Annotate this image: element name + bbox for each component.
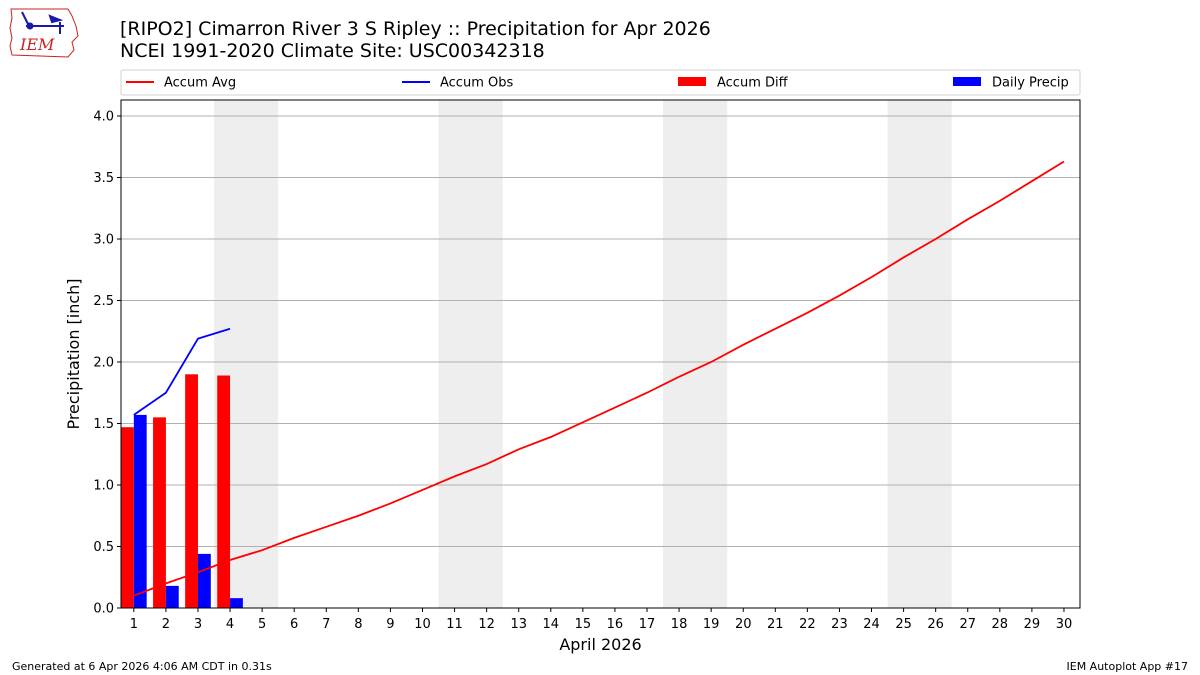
- x-tick-label: 5: [258, 617, 266, 632]
- legend-accum-avg-label: Accum Avg: [164, 76, 236, 91]
- weekend-band-4: [887, 100, 952, 608]
- x-tick-label: 30: [1056, 617, 1073, 632]
- legend-daily-precip-swatch: [953, 77, 981, 86]
- x-tick-label: 8: [354, 617, 362, 632]
- x-tick-label: 6: [290, 617, 298, 632]
- bar-daily-precip: [165, 585, 179, 608]
- x-tick-label: 3: [194, 617, 202, 632]
- chart-title: [RIPO2] Cimarron River 3 S Ripley :: Pre…: [120, 18, 711, 40]
- weather-instrument-icon: [21, 11, 64, 34]
- iowa-outline-icon: [9, 8, 79, 58]
- x-tick-label: 19: [703, 617, 720, 632]
- x-tick-label: 25: [895, 617, 912, 632]
- y-tick-label: 2.5: [93, 294, 114, 309]
- legend-accum-diff-swatch: [678, 77, 706, 86]
- x-tick-label: 7: [322, 617, 330, 632]
- plot-frame: [120, 99, 1081, 609]
- y-tick-label: 0.0: [93, 602, 114, 617]
- x-tick-label: 22: [799, 617, 816, 632]
- x-tick-label: 10: [414, 617, 431, 632]
- chart-subtitle: NCEI 1991-2020 Climate Site: USC00342318: [120, 40, 545, 62]
- y-tick-label: 4.0: [93, 109, 114, 124]
- x-tick-label: 12: [478, 617, 495, 632]
- x-tick-label: 26: [927, 617, 944, 632]
- weekend-band-3: [663, 100, 728, 608]
- x-tick-label: 4: [226, 617, 234, 632]
- legend-accum-diff-label: Accum Diff: [717, 76, 789, 91]
- bar-accum-diff: [185, 374, 198, 608]
- bar-daily-precip: [230, 598, 243, 608]
- legend-accum-obs-label: Accum Obs: [440, 76, 513, 91]
- logo: IEM: [9, 8, 79, 58]
- x-tick-label: 21: [767, 617, 784, 632]
- x-tick-label: 11: [446, 617, 463, 632]
- x-tick-label: 29: [1024, 617, 1041, 632]
- bar-accum-diff: [153, 417, 166, 608]
- legend-daily-precip-label: Daily Precip: [992, 76, 1069, 91]
- x-tick-label: 28: [992, 617, 1009, 632]
- footer-generated: Generated at 6 Apr 2026 4:06 AM CDT in 0…: [12, 660, 272, 673]
- bar-daily-precip: [133, 414, 147, 608]
- x-tick-label: 23: [831, 617, 848, 632]
- x-tick-label: 2: [162, 617, 170, 632]
- line-accum-avg: [133, 160, 1065, 597]
- logo-text: IEM: [19, 35, 55, 54]
- x-axis-label: April 2026: [559, 635, 641, 654]
- line-accum-obs: [133, 327, 231, 416]
- x-tick-label: 9: [386, 617, 394, 632]
- legend-box: [120, 69, 1081, 96]
- x-tick-label: 17: [639, 617, 656, 632]
- x-tick-label: 16: [607, 617, 624, 632]
- y-tick-label: 1.5: [93, 417, 114, 432]
- x-tick-label: 1: [130, 617, 138, 632]
- y-axis-label: Precipitation [inch]: [64, 278, 83, 429]
- y-tick-label: 1.0: [93, 478, 114, 493]
- y-tick-label: 0.5: [93, 540, 114, 555]
- footer-app: IEM Autoplot App #17: [1066, 660, 1189, 673]
- x-tick-label: 24: [863, 617, 880, 632]
- x-tick-label: 14: [543, 617, 560, 632]
- x-tick-label: 15: [575, 617, 592, 632]
- bar-daily-precip: [197, 553, 211, 608]
- x-tick-label: 13: [510, 617, 527, 632]
- y-tick-label: 2.0: [93, 355, 114, 370]
- x-tick-label: 20: [735, 617, 752, 632]
- bar-accum-diff: [217, 375, 231, 608]
- x-tick-label: 27: [959, 617, 976, 632]
- bar-accum-diff: [121, 427, 134, 608]
- x-tick-label: 18: [671, 617, 688, 632]
- weekend-band-2: [438, 100, 503, 608]
- y-tick-label: 3.5: [93, 171, 114, 186]
- y-tick-label: 3.0: [93, 232, 114, 247]
